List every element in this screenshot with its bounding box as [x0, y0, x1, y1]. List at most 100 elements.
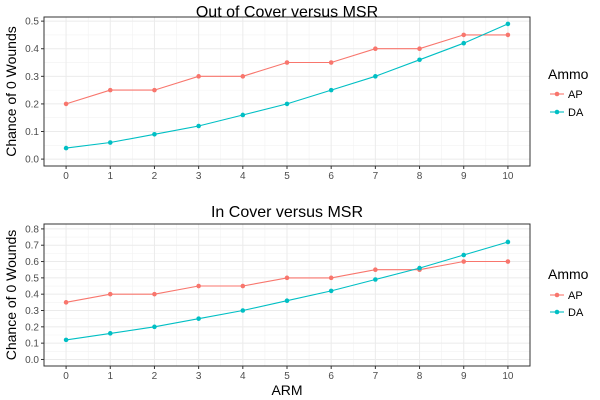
data-point-ap [284, 60, 290, 65]
data-point-da [240, 112, 246, 118]
data-point-ap [505, 32, 511, 38]
x-tick-label: 9 [461, 371, 467, 382]
data-point-ap [417, 46, 422, 52]
x-tick-label: 6 [328, 371, 334, 382]
data-point-da [240, 308, 246, 313]
data-point-da [373, 277, 378, 282]
y-tick-label: 0.5 [25, 273, 39, 284]
chart-title: In Cover versus MSR [211, 204, 363, 221]
x-tick-label: 7 [373, 371, 379, 382]
y-tick-label: 0.6 [25, 257, 39, 268]
x-tick-label: 2 [152, 371, 158, 382]
chart-title: Out of Cover versus MSR [196, 4, 378, 21]
y-tick-label: 0.2 [25, 99, 39, 110]
data-point-ap [107, 291, 113, 297]
y-tick-label: 0.0 [25, 155, 39, 166]
data-point-da [284, 101, 290, 107]
legend: Ammo AP DA [548, 66, 589, 119]
data-point-da [461, 40, 467, 46]
data-point-da [107, 331, 113, 336]
y-tick-label: 0.2 [25, 322, 39, 333]
x-tick-label: 10 [502, 371, 514, 382]
x-tick-label: 5 [284, 371, 290, 382]
data-point-da [63, 145, 69, 151]
data-point-ap [196, 283, 201, 289]
data-point-ap [505, 259, 511, 264]
y-tick-label: 0.1 [25, 127, 39, 138]
legend-label-da: DA [568, 107, 584, 119]
y-tick-label: 0.8 [25, 224, 39, 235]
x-tick-label: 8 [417, 371, 423, 382]
data-point-da [328, 288, 334, 294]
data-point-ap [152, 291, 157, 297]
x-axis-title: ARM [271, 382, 302, 398]
x-tick-label: 1 [107, 371, 113, 382]
data-point-ap [373, 267, 378, 273]
x-tick-label: 7 [373, 171, 379, 182]
data-point-da [505, 21, 511, 27]
panel-out-of-cover: 0.0 0.1 0.2 0.3 0.4 0.5 0 1 2 3 4 5 6 7 8 9 10 Out of Cov… [3, 4, 589, 182]
data-point-ap [152, 87, 157, 93]
data-point-ap [284, 275, 290, 281]
y-tick-label: 0.7 [25, 241, 39, 252]
data-point-ap [63, 300, 69, 305]
x-tick-label: 4 [240, 171, 246, 182]
legend-title: Ammo [548, 266, 589, 282]
legend-key-point-ap [554, 292, 560, 298]
data-point-da [152, 324, 157, 330]
data-point-da [328, 87, 334, 93]
legend-label-ap: AP [568, 290, 583, 302]
y-tick-label: 0.3 [25, 72, 39, 83]
x-tick-label: 5 [284, 171, 290, 182]
x-tick-label: 0 [63, 371, 69, 382]
x-tick-label: 8 [417, 171, 423, 182]
data-point-ap [63, 101, 69, 107]
y-tick-label: 0.3 [25, 306, 39, 317]
y-axis-title: Chance of 0 Wounds [3, 26, 19, 157]
legend-key-point-da [554, 309, 560, 315]
data-point-da [417, 265, 422, 271]
data-point-da [461, 252, 467, 258]
x-tick-label: 0 [63, 171, 69, 182]
y-tick-label: 0.1 [25, 339, 39, 350]
data-point-ap [240, 283, 246, 289]
data-point-da [417, 57, 422, 63]
x-tick-label: 10 [502, 171, 514, 182]
data-point-da [284, 298, 290, 304]
legend-title: Ammo [548, 66, 589, 82]
x-tick-label: 2 [152, 171, 158, 182]
data-point-ap [328, 275, 334, 281]
y-tick-label: 0.5 [25, 17, 39, 28]
data-point-da [196, 316, 201, 321]
panel-in-cover: 0.0 0.1 0.2 0.3 0.4 0.5 0.6 0.7 0.8 0 1 2 3 4 5 6 7 8 9 10 I… [3, 204, 589, 398]
x-tick-label: 3 [196, 371, 202, 382]
data-point-ap [196, 74, 201, 79]
data-point-da [196, 123, 201, 129]
data-point-da [107, 140, 113, 145]
data-point-da [373, 74, 378, 79]
legend-key-point-ap [554, 91, 560, 97]
x-tick-label: 9 [461, 171, 467, 182]
legend: Ammo AP DA [548, 266, 589, 319]
x-tick-label: 3 [196, 171, 202, 182]
data-point-ap [373, 46, 378, 52]
data-point-ap [328, 60, 334, 65]
y-axis-title: Chance of 0 Wounds [3, 230, 19, 361]
data-point-ap [461, 259, 467, 264]
legend-label-da: DA [568, 307, 584, 319]
x-tick-label: 1 [107, 171, 113, 182]
y-tick-label: 0.4 [25, 290, 39, 301]
x-tick-label: 4 [240, 371, 246, 382]
data-point-da [152, 131, 157, 137]
data-point-ap [461, 32, 467, 38]
data-point-ap [240, 74, 246, 79]
y-tick-label: 0.4 [25, 44, 39, 55]
legend-key-point-da [554, 109, 560, 115]
legend-label-ap: AP [568, 89, 583, 101]
data-point-da [505, 239, 511, 245]
x-tick-label: 6 [328, 171, 334, 182]
y-tick-label: 0.0 [25, 355, 39, 366]
data-point-da [63, 337, 69, 343]
data-point-ap [107, 87, 113, 93]
